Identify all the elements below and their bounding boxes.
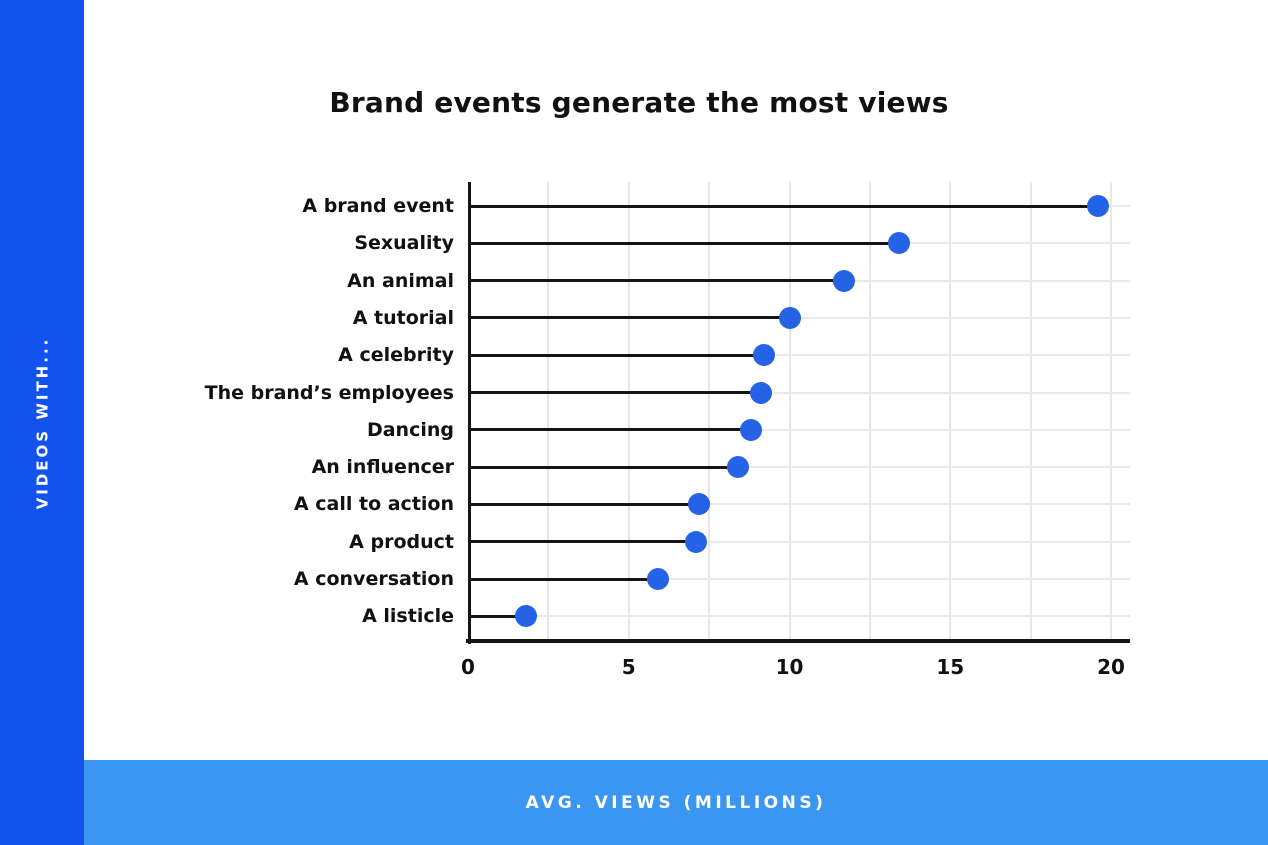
gridline-v (949, 182, 952, 641)
gridline-v (1110, 182, 1112, 641)
gridline-h (468, 615, 1130, 618)
footer-banner: AVG. VIEWS (MILLIONS) (84, 760, 1268, 845)
gridline-h (468, 540, 1130, 543)
category-label: A call to action (293, 493, 454, 516)
data-dot (752, 344, 775, 367)
stem (468, 204, 1099, 208)
category-label: Sexuality (354, 232, 454, 255)
gridline-h (468, 466, 1130, 469)
data-dot (1087, 195, 1110, 217)
x-tick-label: 20 (1097, 655, 1125, 679)
stem (468, 502, 700, 506)
stem (468, 577, 658, 581)
x-tick-label: 10 (775, 655, 804, 679)
x-tick-label: 5 (621, 655, 636, 679)
stem (468, 428, 751, 432)
gridline-v (547, 182, 550, 641)
stem (468, 279, 845, 283)
gridline-v (627, 182, 630, 641)
category-label: An influencer (311, 456, 454, 479)
data-dot (749, 381, 772, 404)
x-axis-ticks: 0 5 10 15 20 (461, 655, 1130, 685)
stem (468, 353, 764, 357)
category-label: The brand’s employees (204, 381, 454, 404)
category-label: A listicle (362, 605, 454, 628)
sidebar: VIDEOS WITH... (0, 0, 84, 845)
data-dot (514, 605, 537, 628)
stem (468, 391, 761, 394)
gridline-h (468, 503, 1130, 506)
gridline-h (468, 578, 1130, 580)
gridline-h (468, 428, 1130, 431)
stem (468, 465, 739, 469)
category-label: A tutorial (352, 306, 454, 329)
data-dot (685, 530, 708, 553)
data-dot (739, 418, 762, 441)
gridline-v (708, 182, 711, 641)
data-dot (887, 232, 910, 255)
category-label: A product (349, 530, 454, 553)
stem (468, 614, 526, 618)
x-axis-line (466, 639, 1130, 643)
gridline-v (788, 182, 791, 641)
x-axis-title: AVG. VIEWS (MILLIONS) (525, 792, 827, 813)
stem (468, 241, 899, 245)
category-label: A brand event (302, 195, 454, 217)
data-dot (646, 568, 669, 590)
plot-area: A brand event Sexuality An animal A tutoria… (205, 182, 1130, 644)
gridline-v (868, 182, 871, 641)
category-label: Dancing (366, 418, 454, 441)
x-tick-label: 0 (461, 655, 475, 679)
stem (468, 540, 697, 544)
gridline-h (468, 354, 1130, 357)
x-tick-label: 15 (936, 655, 965, 679)
data-dot (727, 456, 750, 479)
data-dot (833, 269, 856, 292)
chart-title: Brand events generate the most views (329, 86, 949, 119)
category-label: A celebrity (338, 344, 454, 367)
data-dot (778, 306, 801, 329)
gridline-v (1029, 182, 1032, 641)
gridline-h (468, 391, 1130, 394)
y-axis-line (468, 182, 471, 644)
data-dot (688, 493, 711, 516)
sidebar-vertical-label: VIDEOS WITH... (33, 336, 52, 509)
category-label: An animal (347, 269, 454, 292)
category-label: A conversation (293, 568, 454, 590)
stem (468, 316, 790, 320)
